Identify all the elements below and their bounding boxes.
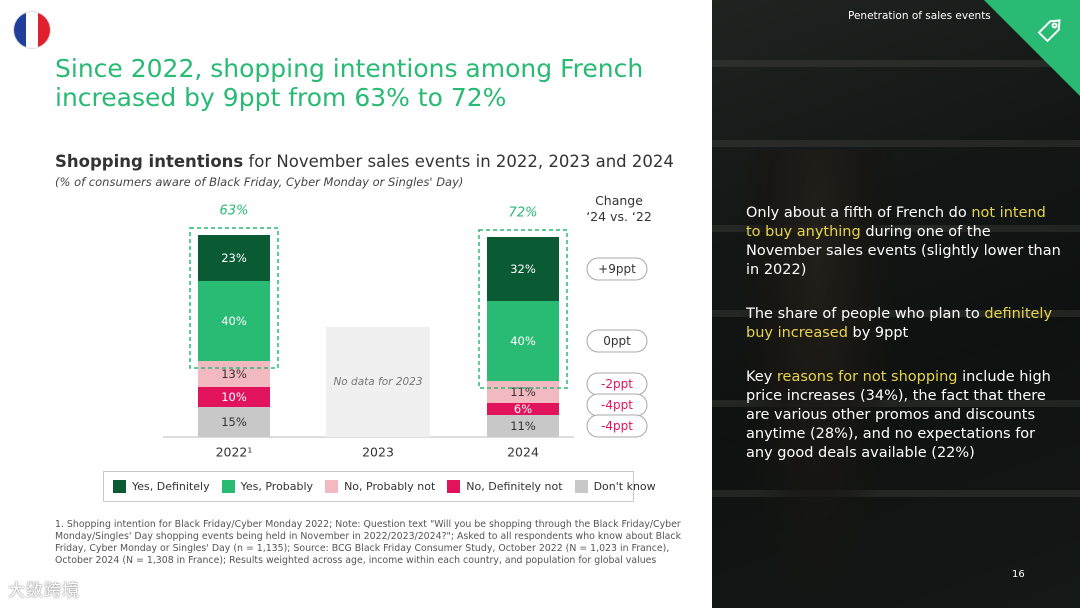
- flag-blue-stripe: [14, 12, 26, 48]
- chart-subtitle: (% of consumers aware of Black Friday, C…: [55, 175, 464, 189]
- legend-item-yes-definitely: Yes, Definitely: [113, 480, 210, 493]
- insight-1: Only about a fifth of French do not inte…: [746, 205, 1061, 278]
- data-label-yes-definitely: 23%: [221, 251, 247, 265]
- legend-item-don-t-know: Don't know: [574, 480, 656, 493]
- no-data-placeholder: [326, 327, 430, 437]
- change-header-line2: ‘24 vs. ‘22: [586, 209, 652, 224]
- change-header: Change ‘24 vs. ‘22: [580, 193, 658, 225]
- data-label-yes-probably: 40%: [510, 334, 536, 348]
- page-number: 16: [1012, 569, 1025, 580]
- legend-swatch: [574, 480, 588, 493]
- bar-yes-definitely: [487, 237, 559, 301]
- data-label-don-t-know: 15%: [221, 415, 247, 429]
- chart-title-rest: for November sales events in 2022, 2023 …: [243, 152, 674, 171]
- chart-title-bold: Shopping intentions: [55, 152, 244, 171]
- change-label: +9ppt: [598, 262, 636, 276]
- corner-badge: [984, 0, 1080, 96]
- bar-no-definitely-not: [198, 387, 270, 407]
- stacked-bar-chart: 15% 10% 13% 40% 23% 63% 2022¹ No data for 2023 2…: [163, 204, 648, 460]
- legend-label: Yes, Definitely: [132, 480, 210, 493]
- yes-highlight-box: [478, 229, 568, 389]
- bar-no-probably-not: [198, 361, 270, 387]
- legend-label: Yes, Probably: [240, 480, 314, 493]
- watermark-logo: 大数跨境: [8, 581, 80, 601]
- bar-yes-definitely: [198, 235, 270, 281]
- legend-swatch: [325, 480, 339, 493]
- change-pill: [586, 257, 648, 281]
- total-yes-label: 72%: [509, 206, 538, 221]
- data-label-no-definitely-not: 6%: [514, 402, 532, 416]
- france-flag-icon: [13, 11, 51, 49]
- price-tag-icon: [1037, 19, 1061, 43]
- change-label: -4ppt: [601, 398, 633, 412]
- data-label-no-definitely-not: 10%: [221, 390, 247, 404]
- chart-legend: Yes, Definitely Yes, Probably No, Probably…: [103, 471, 656, 502]
- bar-no-definitely-not: [487, 403, 559, 415]
- flag-white-stripe: [26, 12, 38, 48]
- bar-don-t-know: [198, 407, 270, 437]
- legend-item-no-probably-not: No, Probably not: [325, 480, 435, 493]
- legend-swatch: [447, 480, 461, 493]
- legend-swatch: [221, 480, 235, 493]
- insight-3: Key reasons for not shopping include hig…: [746, 369, 1051, 461]
- data-label-yes-definitely: 32%: [510, 262, 536, 276]
- category-label: 2023: [362, 445, 394, 460]
- bar-yes-probably: [198, 281, 270, 361]
- legend-label: Don't know: [593, 480, 656, 493]
- photo-panel: [712, 0, 1080, 608]
- chart-title: Shopping intentions for November sales e…: [55, 152, 695, 171]
- page-headline: Since 2022, shopping intentions among Fr…: [55, 54, 644, 112]
- footnote: 1. Shopping intention for Black Friday/C…: [55, 519, 682, 566]
- legend-swatch: [113, 480, 126, 493]
- bar-don-t-know: [487, 415, 559, 437]
- yes-highlight-box: [189, 227, 279, 369]
- data-label-yes-probably: 40%: [221, 314, 247, 328]
- bar-no-probably-not: [487, 381, 559, 403]
- insights: Only about a fifth of French do not inte…: [746, 204, 1062, 488]
- change-pill: [586, 329, 648, 353]
- legend-label: No, Probably not: [344, 480, 436, 493]
- change-pill: [586, 414, 648, 438]
- data-label-no-probably-not: 13%: [221, 367, 247, 381]
- change-label: 0ppt: [603, 334, 631, 348]
- bar-yes-probably: [487, 301, 559, 381]
- legend-label: No, Definitely not: [466, 480, 563, 493]
- total-yes-label: 63%: [220, 204, 249, 219]
- category-label: 2024: [507, 445, 539, 460]
- legend-item-yes-probably: Yes, Probably: [221, 480, 314, 493]
- insight-2: The share of people who plan to definite…: [746, 306, 1053, 341]
- data-label-don-t-know: 11%: [510, 419, 536, 433]
- change-header-line1: Change: [595, 193, 643, 208]
- no-data-label: No data for 2023: [333, 376, 422, 388]
- section-label: Penetration of sales events: [848, 10, 991, 22]
- change-label: -4ppt: [601, 419, 633, 433]
- change-label: -2ppt: [601, 377, 633, 391]
- legend-item-no-definitely-not: No, Definitely not: [447, 480, 563, 493]
- data-label-no-probably-not: 11%: [510, 385, 536, 399]
- category-label: 2022¹: [216, 445, 253, 460]
- flag-red-stripe: [38, 12, 50, 48]
